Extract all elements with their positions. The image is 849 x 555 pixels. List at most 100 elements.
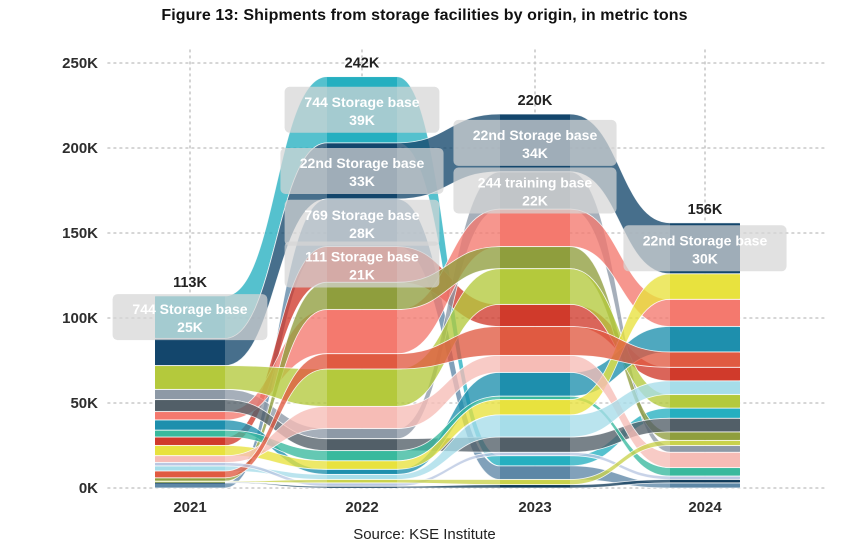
band-label-box-2022-s769 [284,199,440,246]
band-label-box-2022-s111 [284,241,440,288]
node-2022-peri [327,483,397,486]
x-tick-2021: 2021 [173,499,206,516]
node-2023-s769 [500,466,570,479]
node-2022-navy2 [327,486,397,488]
node-2024-tblue [670,327,740,352]
node-2023-olive [500,247,570,269]
band-label-value-2022-s769: 28K [349,225,375,241]
node-2023-s111 [500,305,570,326]
band-label-name-2023-s22: 22nd Storage base [473,127,598,143]
node-2024-tgreen [670,468,740,476]
node-2023-ygreen [500,269,570,304]
node-2024-olive [670,432,740,440]
band-label-box-2024-s22 [623,225,787,272]
node-2022-yellow [327,461,397,469]
node-2023-lcyan [500,415,570,437]
node-2022-olive2 [327,480,397,483]
y-tick-50K: 50K [70,395,98,412]
band-label-value-2022-s744: 39K [349,112,375,128]
band-label-value-2022-s111: 21K [349,266,375,282]
band-label-name-2023-s244: 244 training base [478,175,593,191]
node-2021-navy2 [155,482,225,484]
node-2023-yellow [500,400,570,415]
node-2022-lcyan [327,475,397,479]
node-2021-yellow [155,446,225,456]
total-2021: 113K [173,275,207,291]
node-2024-lcyan [670,381,740,394]
node-2024-dgray [670,418,740,432]
node-2022-pink [327,407,397,428]
node-2021-peri [155,463,225,466]
node-2021-tblue [155,420,225,430]
node-2024-s769 [670,483,740,488]
node-2021-s22 [155,339,225,365]
node-2021-tgreen [155,430,225,437]
band-label-box-2023-s244 [453,167,617,214]
node-2023-salmon [500,209,570,246]
node-2021-pink [155,456,225,462]
node-2023-navy2 [500,485,570,488]
node-2021-lcyan [155,466,225,471]
band-label-name-2022-s769: 769 Storage base [304,207,419,223]
band-label-value-2023-s244: 22K [522,193,548,209]
band-label-box-2022-s22 [280,147,444,194]
total-2024: 156K [688,202,723,218]
x-tick-2022: 2022 [345,499,378,516]
node-2022-tblue [327,469,397,474]
source-caption: Source: KSE Institute [353,526,496,543]
node-2024-tomato [670,352,740,367]
node-2024-s744 [670,408,740,418]
x-tick-2023: 2023 [518,499,551,516]
band-label-name-2021-s744: 744 Storage base [132,301,247,317]
band-label-name-2022-s744: 744 Storage base [304,94,419,110]
node-2021-ygreen [155,366,225,389]
node-2021-s244 [155,390,225,399]
node-2023-olive2 [500,480,570,484]
node-2021-olive [155,478,225,481]
band-label-value-2021-s744: 25K [177,319,203,335]
node-2021-dgray [155,400,225,411]
y-tick-0K: 0K [79,480,98,497]
band-label-box-2021-s744 [112,294,268,341]
total-2023: 220K [518,93,553,109]
node-2021-salmon [155,412,225,420]
ribbon-navy2 [154,479,741,489]
band-label-name-2024-s22: 22nd Storage base [643,232,768,248]
y-tick-250K: 250K [62,55,98,72]
node-2024-olive2 [670,441,740,445]
node-2021-s111 [155,437,225,445]
node-2022-dgray [327,439,397,450]
band-label-box-2022-s744 [284,86,440,133]
band-label-value-2024-s22: 30K [692,250,718,266]
node-2024-salmon [670,299,740,326]
node-2021-tomato [155,471,225,478]
node-2022-tomato [327,354,397,369]
node-2024-s244 [670,446,740,452]
band-label-box-2023-s22 [453,119,617,166]
node-2024-pink [670,452,740,467]
band-label-name-2022-s111: 111 Storage base [305,248,419,264]
node-2024-navy2 [670,480,740,483]
y-tick-150K: 150K [62,225,98,242]
node-2023-tblue [500,373,570,396]
node-2023-tgreen [500,396,570,399]
ribbon-tomato [154,326,741,479]
node-2023-pink [500,356,570,372]
node-2023-dgray [500,437,570,452]
node-2023-s744 [500,456,570,466]
chart-title: Figure 13: Shipments from storage facili… [161,7,688,24]
node-2021-olive2 [155,481,225,483]
band-label-value-2022-s22: 33K [349,173,375,189]
band-label-value-2023-s22: 34K [522,145,548,161]
node-2024-yellow [670,274,740,299]
total-2022: 242K [345,56,380,72]
node-2024-s111 [670,367,740,381]
node-2022-s244 [327,429,397,439]
node-2024-peri [670,476,740,479]
y-tick-100K: 100K [62,310,98,327]
node-2022-ygreen [327,369,397,406]
node-2023-tomato [500,327,570,355]
node-2024-ygreen [670,395,740,408]
node-2022-salmon [327,310,397,354]
